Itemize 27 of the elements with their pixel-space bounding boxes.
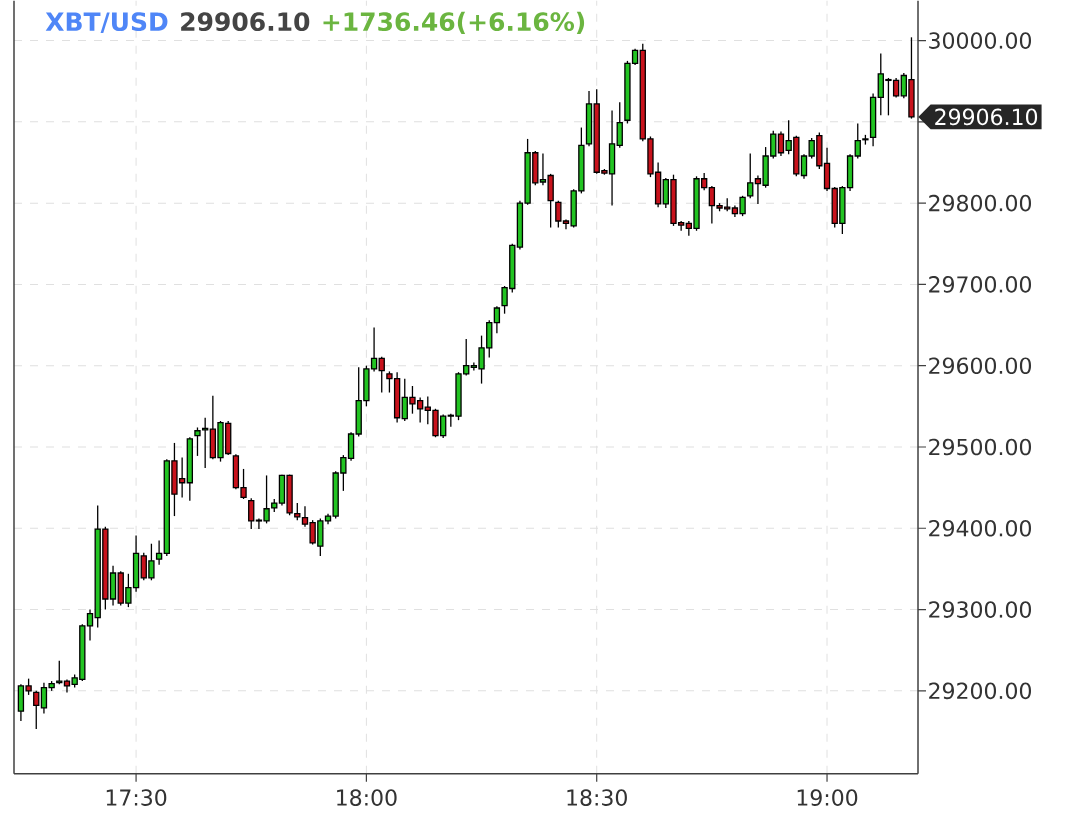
y-tick-label: 29700.00 (929, 276, 1032, 293)
candlestick (854, 122, 861, 160)
y-tick-label: 29600.00 (929, 357, 1032, 375)
candlestick (86, 609, 94, 642)
x-tick-label: 17:30 (106, 789, 167, 807)
candlestick (155, 539, 163, 566)
candlestick (747, 153, 754, 200)
x-tick-label: 18:30 (567, 789, 627, 807)
y-tick-label: 29800.00 (929, 194, 1032, 212)
candlestick (56, 660, 63, 686)
x-tick-label: 18:00 (337, 789, 397, 807)
chart-subtitle: 29906.10 (181, 12, 310, 32)
candlestick (800, 153, 808, 180)
y-tick-label: 29400.00 (929, 520, 1032, 537)
y-tick-label: 29500.00 (929, 438, 1032, 456)
y-tick-label: 29200.00 (929, 682, 1032, 700)
candlestick (248, 497, 255, 530)
x-tick-label: 19:00 (797, 789, 858, 807)
candlestick (493, 305, 501, 334)
text: 29906.10 (935, 108, 1038, 126)
candlestick (378, 356, 385, 394)
annotation: +1736.46(+6.16%) (323, 11, 585, 35)
y-tick-label: 30000.00 (929, 32, 1032, 50)
candlestick (616, 101, 623, 149)
chart-title: XBT/USD (45, 12, 168, 34)
candlestick (33, 690, 40, 730)
y-tick-label: 29300.00 (929, 601, 1032, 618)
